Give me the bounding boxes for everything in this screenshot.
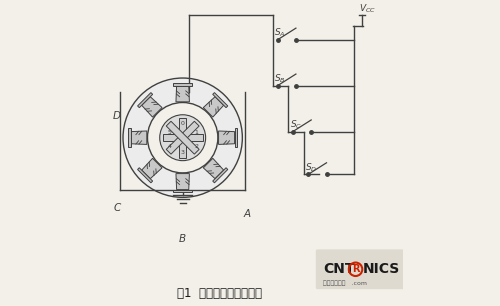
Text: $S_C$: $S_C$ — [290, 119, 302, 131]
Circle shape — [123, 78, 242, 197]
Text: 5: 5 — [168, 130, 171, 135]
Polygon shape — [176, 86, 190, 102]
Text: 电子元件技术   .com: 电子元件技术 .com — [323, 280, 367, 286]
Polygon shape — [128, 128, 131, 147]
Text: 1: 1 — [194, 130, 198, 135]
Polygon shape — [212, 93, 228, 108]
Text: B: B — [179, 234, 186, 244]
Text: NICS: NICS — [363, 262, 401, 276]
Text: $S_A$: $S_A$ — [274, 27, 286, 39]
Polygon shape — [142, 158, 162, 179]
Polygon shape — [174, 83, 192, 86]
Polygon shape — [204, 97, 224, 117]
Polygon shape — [218, 131, 234, 144]
Polygon shape — [138, 93, 152, 108]
Polygon shape — [166, 121, 199, 154]
Text: 图1  步进电机工作原理图: 图1 步进电机工作原理图 — [177, 287, 262, 300]
Text: $V_{CC}$: $V_{CC}$ — [358, 3, 376, 15]
Polygon shape — [212, 168, 228, 183]
Polygon shape — [204, 158, 224, 179]
Text: 2: 2 — [194, 144, 198, 149]
Polygon shape — [138, 168, 152, 183]
Text: $S_D$: $S_D$ — [305, 162, 318, 174]
Polygon shape — [142, 97, 162, 117]
Polygon shape — [166, 121, 199, 154]
Bar — [163, 134, 202, 141]
Text: CNT: CNT — [324, 262, 355, 276]
Polygon shape — [131, 131, 147, 144]
Polygon shape — [174, 190, 192, 192]
Bar — [180, 118, 186, 158]
Text: 4: 4 — [167, 144, 171, 149]
Text: R: R — [352, 264, 360, 274]
Text: 3: 3 — [180, 151, 184, 155]
Text: D: D — [113, 111, 121, 121]
Text: 0: 0 — [180, 121, 184, 126]
FancyBboxPatch shape — [316, 249, 410, 289]
Polygon shape — [234, 128, 237, 147]
Text: A: A — [244, 209, 250, 219]
Circle shape — [148, 103, 218, 173]
Circle shape — [160, 115, 206, 161]
Text: $S_B$: $S_B$ — [274, 73, 286, 85]
Text: C: C — [114, 203, 120, 213]
Polygon shape — [176, 174, 190, 190]
